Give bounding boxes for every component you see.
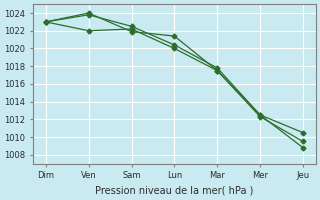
X-axis label: Pression niveau de la mer( hPa ): Pression niveau de la mer( hPa )	[95, 186, 253, 196]
